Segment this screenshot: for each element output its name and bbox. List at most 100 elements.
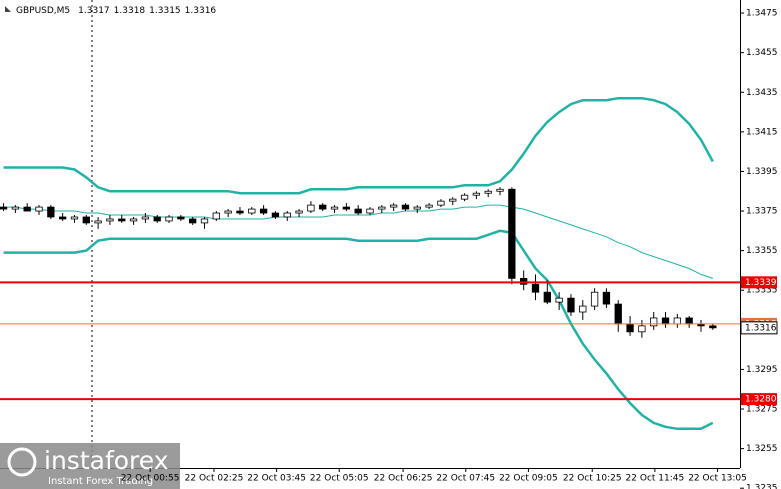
candle-body	[307, 204, 315, 212]
band-line	[3, 229, 714, 431]
y-tick-label: 1.3295	[746, 365, 778, 375]
header-icon	[5, 6, 11, 12]
candle-body	[236, 210, 244, 214]
y-tick-label: 1.3395	[746, 167, 778, 177]
x-tick-label: 22 Oct 06:25	[374, 474, 433, 484]
candle-body	[626, 323, 634, 333]
y-tick-label: 1.3235	[746, 484, 778, 489]
candle-body	[460, 194, 469, 200]
candle-body	[709, 325, 717, 329]
candle-body	[449, 198, 457, 202]
candle-body	[484, 190, 492, 194]
candle-body	[602, 291, 611, 305]
watermark-brand: instaforex	[44, 446, 169, 475]
candle-body	[401, 204, 410, 210]
x-tick-label: 22 Oct 13:05	[688, 474, 747, 484]
candle-body	[47, 206, 55, 218]
candle-body	[378, 206, 386, 210]
candle-body	[661, 317, 670, 325]
y-tick-label: 1.3455	[746, 48, 778, 58]
candle-body	[35, 206, 43, 212]
plot-area	[0, 96, 717, 431]
candle-body	[614, 303, 622, 325]
x-tick-label: 22 Oct 09:05	[499, 474, 558, 484]
header-value: 1.3318	[114, 6, 146, 16]
y-tick-label: 1.3275	[746, 405, 778, 415]
candle-body	[283, 212, 291, 218]
candle-body	[673, 317, 681, 325]
y-tick-label: 1.3355	[746, 246, 778, 256]
x-tick-label: 22 Oct 03:45	[247, 474, 306, 484]
y-tick-label: 1.3415	[746, 127, 778, 137]
watermark-tagline: Instant Forex Trading	[48, 476, 153, 487]
candle-body	[94, 220, 102, 224]
y-tick-label: 1.3255	[746, 444, 778, 454]
candle-body	[153, 216, 161, 222]
chart-header: GBPUSD,M5 1.3317 1.3318 1.3315 1.3316	[16, 6, 216, 16]
band-line	[3, 96, 714, 195]
candle-body	[141, 216, 150, 220]
candle-body	[82, 216, 90, 224]
candle-body	[118, 218, 126, 222]
candle-body	[567, 297, 575, 313]
candle-body	[248, 208, 256, 214]
candle-body	[638, 325, 646, 333]
candle-body	[177, 216, 185, 220]
candle-body	[319, 204, 327, 210]
candle-body	[555, 297, 563, 303]
candle-body	[11, 206, 20, 210]
y-tick-label: 1.3435	[746, 88, 778, 98]
candle-body	[330, 206, 339, 210]
candle-body	[129, 218, 138, 222]
x-tick-label: 22 Oct 07:45	[436, 474, 495, 484]
candle-body	[543, 291, 551, 303]
x-tick-label: 22 Oct 10:25	[563, 474, 622, 484]
y-tick-label: 1.3335	[746, 286, 778, 296]
candle-body	[165, 216, 173, 222]
x-tick-label: 22 Oct 02:25	[185, 474, 244, 484]
x-tick-label: 22 Oct 05:05	[310, 474, 369, 484]
candle-body	[437, 200, 445, 206]
candle-body	[685, 317, 693, 325]
watermark-logo	[7, 447, 37, 477]
candle-body	[496, 188, 504, 192]
price-label-bg	[741, 393, 777, 406]
last-price-label: 1.3316	[745, 323, 777, 333]
header-value: 1.3315	[149, 6, 181, 16]
header-value: 1.3316	[185, 6, 217, 16]
candle-body	[579, 305, 587, 313]
candle-body	[413, 206, 421, 210]
candle-body	[224, 210, 232, 214]
candle-body	[531, 283, 540, 293]
candle-body	[354, 208, 362, 214]
candle-body	[0, 206, 8, 210]
candle-body	[366, 208, 374, 214]
candle-body	[425, 204, 433, 208]
header-value: 1.3317	[78, 6, 110, 16]
candle-body	[189, 218, 197, 224]
price-label: 1.3339	[745, 278, 777, 288]
price-label-bg	[741, 276, 777, 289]
candle-body	[508, 188, 516, 279]
candle-body	[23, 206, 31, 212]
price-label: 1.3280	[745, 395, 777, 405]
candle-body	[212, 212, 220, 220]
candle-body	[70, 216, 79, 220]
x-tick-label: 22 Oct 11:45	[626, 474, 685, 484]
candle-body	[271, 212, 280, 218]
candle-body	[259, 208, 268, 214]
candle-body	[59, 216, 67, 220]
candle-body	[389, 204, 398, 208]
x-tick-label: 22 Oct 00:55	[121, 474, 180, 484]
watermark: instaforex Instant Forex Trading	[0, 443, 180, 489]
y-tick-label: 1.3475	[746, 9, 778, 19]
symbol: GBPUSD,M5	[16, 6, 70, 16]
last-price-bg	[740, 321, 778, 335]
candle-body	[590, 291, 599, 307]
candle-body	[650, 317, 658, 327]
candle-body	[342, 206, 351, 210]
y-tick-label: 1.3375	[746, 207, 778, 217]
candle-body	[472, 192, 481, 196]
